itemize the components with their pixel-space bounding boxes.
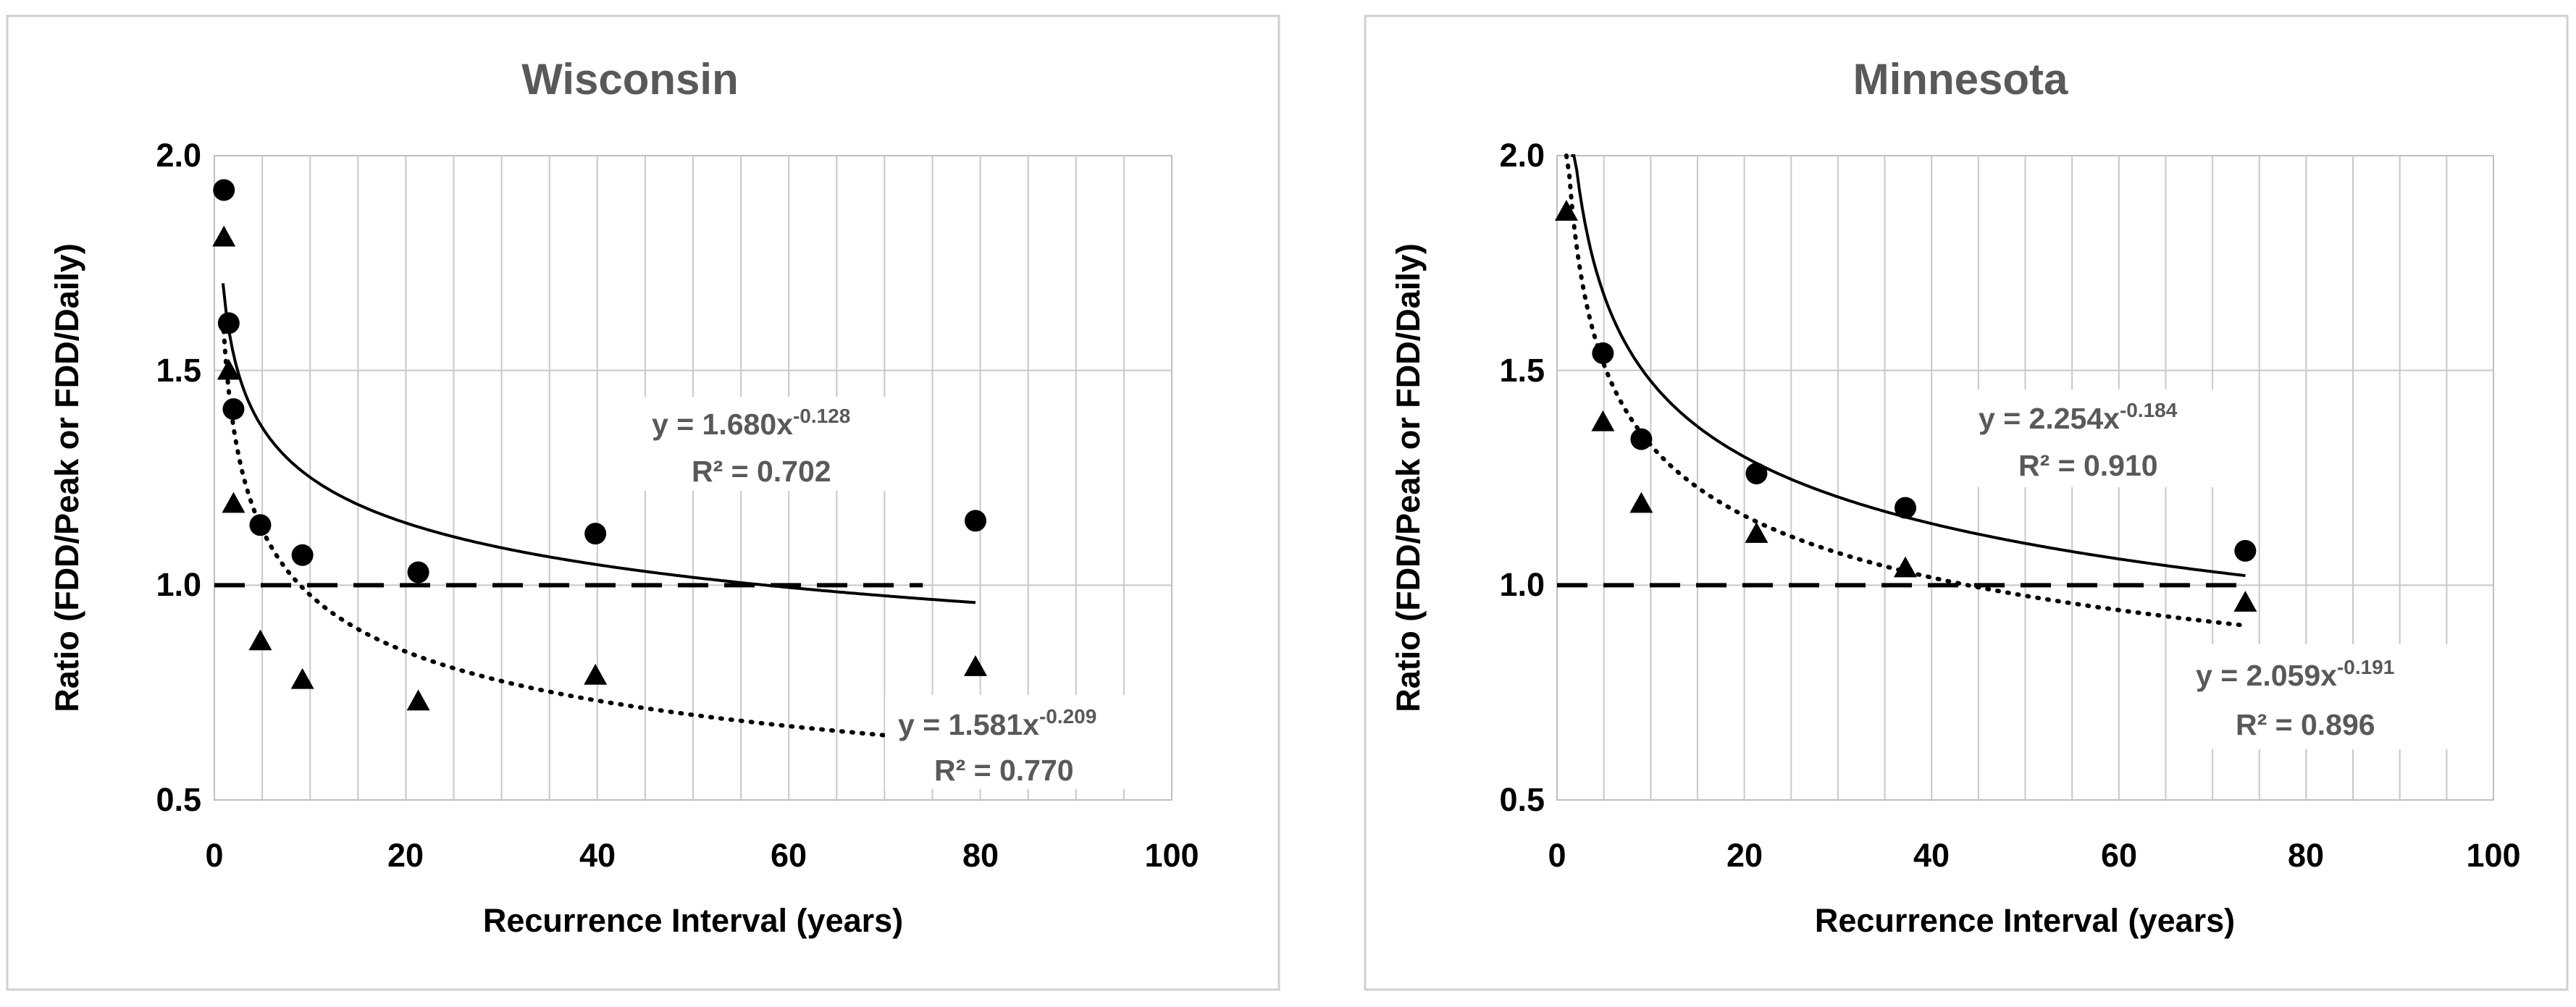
wisconsin-x-tick-label: 60 <box>771 837 807 874</box>
minnesota-chart-title: Minnesota <box>1853 55 2068 104</box>
wisconsin-daily-point <box>217 358 240 380</box>
minnesota-peak-r2: R² = 0.910 <box>2018 449 2158 482</box>
minnesota-daily-point <box>1554 200 1578 221</box>
minnesota-daily-trendline <box>1564 153 2248 628</box>
equation-background <box>1966 389 2249 487</box>
minnesota-peak-equation: y = 2.254x-0.184 R² = 0.910 <box>1966 389 2249 487</box>
wisconsin-x-tick-label: 40 <box>579 837 616 874</box>
wisconsin-peak-point <box>217 312 240 334</box>
minnesota-peak-point <box>1894 497 1916 519</box>
wisconsin-daily-point <box>222 492 246 513</box>
minnesota-peak-point <box>1592 342 1614 364</box>
wisconsin-x-axis-label: Recurrence Interval (years) <box>483 902 903 939</box>
minnesota-daily-r2: R² = 0.896 <box>2236 708 2375 741</box>
wisconsin-daily-trendline <box>220 318 887 738</box>
equation-background <box>637 397 920 491</box>
minnesota-x-ticks: 0 20 40 60 80 100 <box>1548 837 2520 874</box>
wisconsin-daily-point <box>406 689 430 711</box>
minnesota-daily-point <box>1745 522 1769 543</box>
minnesota-peak-point <box>1745 463 1768 485</box>
minnesota-y-axis-label: Ratio (FDD/Peak or FDD/Daily) <box>1390 243 1427 712</box>
equation-background <box>2183 644 2470 749</box>
wisconsin-peak-trendline <box>221 283 976 604</box>
minnesota-daily-equation: y = 2.059x-0.191 R² = 0.896 <box>2183 644 2470 749</box>
minnesota-y-ticks: 0.5 1.0 1.5 2.0 <box>1499 137 1545 818</box>
wisconsin-chart-title: Wisconsin <box>521 55 739 104</box>
minnesota-x-tick-label: 40 <box>1913 837 1950 874</box>
wisconsin-x-tick-label: 80 <box>962 837 999 874</box>
minnesota-peak-equation-text: y = 2.254x-0.184 <box>1979 399 2178 435</box>
wisconsin-daily-point <box>212 225 236 247</box>
wisconsin-daily-r2: R² = 0.770 <box>934 754 1074 787</box>
wisconsin-peak-r2: R² = 0.702 <box>692 455 831 488</box>
wisconsin-y-tick-label: 1.5 <box>156 352 201 389</box>
wisconsin-y-tick-label: 0.5 <box>156 781 201 818</box>
wisconsin-panel: Wisconsin 0.5 1.0 1.5 2.0 0 20 40 60 80 … <box>6 14 1280 991</box>
wisconsin-peak-equation: y = 1.680x-0.128 R² = 0.702 <box>637 397 920 491</box>
wisconsin-peak-point <box>964 510 986 532</box>
wisconsin-x-tick-label: 0 <box>205 837 223 874</box>
minnesota-x-tick-label: 20 <box>1727 837 1763 874</box>
minnesota-x-tick-label: 60 <box>2101 837 2137 874</box>
minnesota-y-tick-label: 0.5 <box>1499 781 1545 818</box>
minnesota-data-points <box>1554 200 2257 612</box>
minnesota-y-tick-label: 1.5 <box>1499 352 1545 389</box>
wisconsin-daily-point <box>963 655 987 676</box>
wisconsin-gridlines <box>214 156 1172 800</box>
minnesota-y-tick-label: 2.0 <box>1499 137 1545 174</box>
minnesota-panel: Minnesota 0.5 1.0 1.5 2.0 0 20 40 60 80 … <box>1364 14 2569 991</box>
wisconsin-daily-point <box>290 667 314 689</box>
wisconsin-daily-equation-text: y = 1.581x-0.209 <box>898 705 1096 741</box>
wisconsin-y-tick-label: 1.0 <box>156 566 201 603</box>
minnesota-daily-point <box>2233 591 2257 612</box>
minnesota-y-tick-label: 1.0 <box>1499 566 1545 603</box>
wisconsin-daily-point <box>248 629 272 651</box>
wisconsin-x-tick-label: 20 <box>387 837 424 874</box>
wisconsin-peak-equation-text: y = 1.680x-0.128 <box>652 405 850 441</box>
minnesota-daily-point <box>1591 410 1615 431</box>
wisconsin-peak-point <box>584 523 607 545</box>
wisconsin-x-ticks: 0 20 40 60 80 100 <box>205 837 1199 874</box>
wisconsin-data-points <box>212 179 987 711</box>
equation-background <box>885 695 1160 789</box>
wisconsin-y-tick-label: 2.0 <box>156 137 201 174</box>
minnesota-daily-equation-text: y = 2.059x-0.191 <box>2196 656 2394 692</box>
wisconsin-daily-equation: y = 1.581x-0.209 R² = 0.770 <box>885 695 1160 789</box>
wisconsin-y-axis-label: Ratio (FDD/Peak or FDD/Daily) <box>49 243 85 712</box>
wisconsin-x-tick-label: 100 <box>1144 837 1199 874</box>
minnesota-x-tick-label: 0 <box>1548 837 1566 874</box>
wisconsin-peak-point <box>213 179 235 201</box>
wisconsin-peak-point <box>249 514 272 536</box>
minnesota-daily-point <box>1629 492 1653 513</box>
minnesota-peak-point <box>1630 428 1653 450</box>
minnesota-daily-point <box>1893 556 1917 578</box>
wisconsin-peak-point <box>407 561 429 583</box>
wisconsin-daily-point <box>584 663 608 685</box>
minnesota-x-axis-label: Recurrence Interval (years) <box>1815 902 2235 939</box>
minnesota-x-tick-label: 80 <box>2288 837 2324 874</box>
wisconsin-peak-point <box>291 544 314 566</box>
minnesota-x-tick-label: 100 <box>2466 837 2520 874</box>
wisconsin-y-ticks: 0.5 1.0 1.5 2.0 <box>156 137 201 818</box>
wisconsin-peak-point <box>222 398 245 421</box>
minnesota-peak-point <box>2234 539 2257 562</box>
